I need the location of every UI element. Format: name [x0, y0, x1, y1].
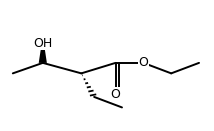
Text: O: O — [111, 88, 120, 101]
Polygon shape — [39, 37, 47, 63]
Text: O: O — [138, 56, 148, 69]
Text: OH: OH — [33, 37, 52, 50]
